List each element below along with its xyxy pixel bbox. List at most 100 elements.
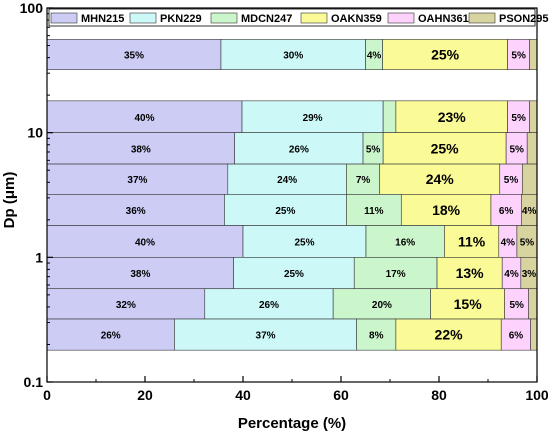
data-label: 18% xyxy=(432,202,461,218)
data-label: 7% xyxy=(356,175,371,186)
legend: MHN215 PKN229 MDCN247 OAKN359 OAHN361 PSON295 xyxy=(48,8,549,27)
legend-swatch xyxy=(210,12,238,24)
y-tick-label: 100 xyxy=(20,0,44,16)
legend-swatch xyxy=(468,12,496,24)
bar-segment xyxy=(46,288,206,320)
legend-label: OAKN359 xyxy=(331,13,382,25)
legend-label: PSON295 xyxy=(499,13,549,25)
data-label: 8% xyxy=(369,331,384,342)
data-label: 26% xyxy=(259,300,279,311)
data-label: 25% xyxy=(431,47,460,63)
bar-segment xyxy=(444,225,500,258)
bar-segment xyxy=(46,39,222,70)
legend-label: OAHN361 xyxy=(418,13,469,25)
data-label: 26% xyxy=(101,331,121,342)
data-label: 17% xyxy=(386,269,406,280)
data-label: 5% xyxy=(366,144,381,155)
x-tick-label: 20 xyxy=(137,387,153,403)
bar-segment xyxy=(241,100,384,133)
data-label: 25% xyxy=(275,206,295,217)
data-label: 5% xyxy=(509,144,524,155)
legend-swatch xyxy=(129,12,157,24)
bar-segment xyxy=(234,132,364,165)
x-axis-label: Percentage (%) xyxy=(238,415,346,432)
legend-label: MHN215 xyxy=(81,13,124,25)
bar-segment xyxy=(528,288,538,320)
bar-segment xyxy=(227,163,347,195)
bar-segment xyxy=(430,288,505,320)
legend-swatch xyxy=(50,12,78,24)
bar-segment xyxy=(521,163,538,195)
legend-label: MDCN247 xyxy=(241,13,292,25)
data-label: 5% xyxy=(520,237,535,248)
data-label: 35% xyxy=(124,51,144,62)
data-label: 22% xyxy=(435,327,464,343)
bar-segment xyxy=(436,257,503,290)
data-label: 25% xyxy=(284,269,304,280)
data-label: 38% xyxy=(130,269,150,280)
data-label: 6% xyxy=(499,206,514,217)
bar-segment xyxy=(356,318,397,351)
bar-segment xyxy=(382,100,397,133)
data-label: 24% xyxy=(277,175,297,186)
data-label: 4% xyxy=(504,269,519,280)
data-label: 4% xyxy=(501,237,516,248)
data-label: 37% xyxy=(256,331,276,342)
bar-segment xyxy=(220,39,366,70)
data-label: 40% xyxy=(135,237,155,248)
bar-segment xyxy=(233,257,355,290)
legend-label: PKN229 xyxy=(160,13,202,25)
bar-segment xyxy=(529,100,538,133)
bar-segment xyxy=(46,257,234,290)
legend-swatch xyxy=(387,12,415,24)
bar-segment xyxy=(174,318,357,351)
bar-segment xyxy=(353,257,438,290)
bar-segment xyxy=(346,194,402,226)
legend-swatch xyxy=(300,12,328,24)
bars-layer: 35% 30% 4% 25% 5% 40% 29% 23% 5% 38% 26% 5% 25% 5% 37%… xyxy=(46,39,538,351)
data-label: 5% xyxy=(511,51,526,62)
bar-segment xyxy=(46,163,229,195)
bar-segment xyxy=(46,194,225,226)
y-tick-label: 0.1 xyxy=(24,374,44,390)
bar-segment xyxy=(224,194,347,226)
data-label: 15% xyxy=(454,296,483,312)
x-tick-label: 40 xyxy=(235,387,251,403)
data-label: 32% xyxy=(116,300,136,311)
bar-segment xyxy=(504,288,529,320)
x-tick-label: 0 xyxy=(43,387,51,403)
x-tick-label: 60 xyxy=(333,387,349,403)
bar-segment xyxy=(382,39,508,70)
data-label: 24% xyxy=(426,171,455,187)
data-label: 5% xyxy=(511,113,526,124)
data-label: 25% xyxy=(294,237,314,248)
bar-segment xyxy=(382,132,507,165)
data-label: 29% xyxy=(303,113,323,124)
y-axis-label: Dp (μm) xyxy=(1,172,18,229)
data-label: 4% xyxy=(367,51,382,62)
bar-segment xyxy=(379,163,501,195)
bar-segment xyxy=(346,163,381,195)
data-label: 26% xyxy=(289,144,309,155)
data-label: 3% xyxy=(522,269,537,280)
data-label: 30% xyxy=(283,51,303,62)
data-label: 11% xyxy=(364,206,384,217)
bar-segment xyxy=(526,132,538,165)
data-label: 25% xyxy=(431,140,460,156)
y-tick-label: 10 xyxy=(27,125,43,141)
data-label: 36% xyxy=(126,206,146,217)
x-tick-label: 80 xyxy=(431,387,447,403)
bar-segment xyxy=(242,225,367,258)
data-label: 13% xyxy=(456,265,485,281)
data-label: 5% xyxy=(504,175,519,186)
data-label: 37% xyxy=(127,175,147,186)
data-label: 5% xyxy=(509,300,524,311)
bar-segment xyxy=(46,132,235,165)
bar-segment xyxy=(490,194,522,226)
bar-segment xyxy=(395,100,508,133)
data-label: 11% xyxy=(458,233,486,249)
axes-layer: 0 20 40 60 80 100 0.1 1 10 100 xyxy=(20,0,549,403)
bar-segment xyxy=(46,100,243,133)
data-label: 4% xyxy=(522,206,537,217)
